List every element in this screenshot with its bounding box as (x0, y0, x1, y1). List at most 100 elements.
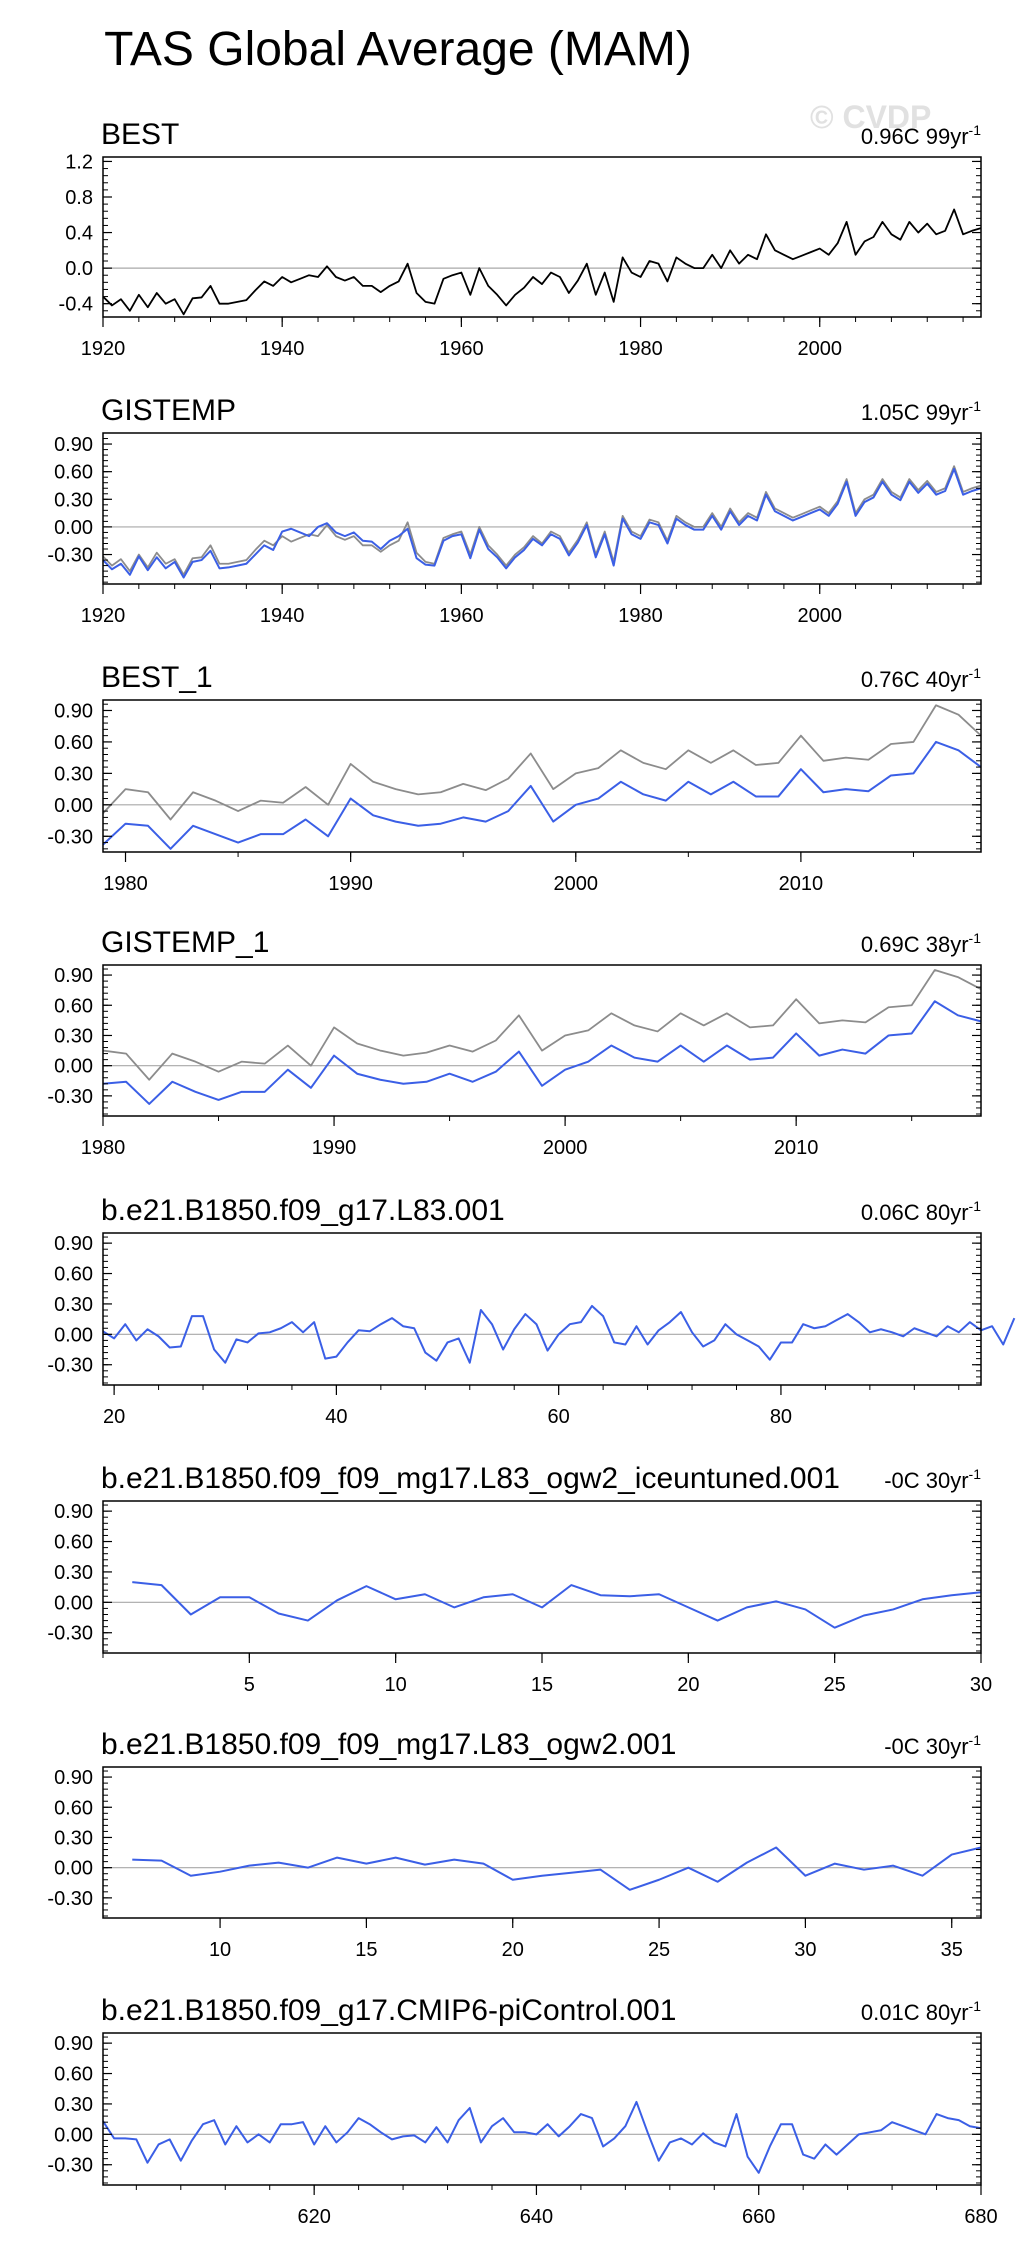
series-line-model (102, 740, 982, 850)
x-tick-label: 40 (325, 1406, 347, 1428)
series-line-model (102, 1000, 982, 1105)
y-tick-label: 0.00 (54, 1056, 93, 1078)
y-tick-label: 0.8 (65, 187, 93, 209)
y-tick-label: 0.30 (54, 2094, 93, 2116)
x-tick-label: 1940 (260, 605, 305, 627)
y-tick-label: 0.60 (54, 1264, 93, 1286)
y-tick-label: -0.30 (47, 1888, 93, 1910)
panel-title: b.e21.B1850.f09_f09_mg17.L83_ogw2.001 (101, 1728, 677, 1761)
panel-trend: 0.69C 38yr-1 (861, 930, 981, 957)
y-tick-label: 0.90 (54, 1767, 93, 1789)
panel-title: b.e21.B1850.f09_f09_mg17.L83_ogw2_iceunt… (101, 1462, 840, 1495)
y-tick-label: -0.4 (59, 294, 93, 316)
y-tick-label: -0.30 (47, 1086, 93, 1108)
panel-title: b.e21.B1850.f09_g17.CMIP6-piControl.001 (101, 1994, 676, 2027)
y-tick-label: 0.90 (54, 434, 93, 456)
x-tick-label: 2000 (797, 605, 842, 627)
plot-frame (102, 1766, 982, 1919)
watermark: © CVDP (810, 99, 931, 135)
chart-panel-2: GISTEMP 1.05C 99yr-1 -0.30 0.00 0.30 0.60 0.90… (47, 394, 982, 627)
x-tick-label: 1960 (439, 605, 484, 627)
x-tick-label: 25 (824, 1674, 846, 1696)
y-tick-label: -0.30 (47, 545, 93, 567)
x-tick-label: 1980 (103, 873, 148, 895)
chart-panel-6: b.e21.B1850.f09_f09_mg17.L83_ogw2_iceunt… (47, 1462, 992, 1696)
x-tick-label: 660 (742, 2206, 775, 2228)
y-tick-label: 0.00 (54, 517, 93, 539)
y-tick-label: 0.30 (54, 1562, 93, 1584)
panel-trend: 0.06C 80yr-1 (861, 1198, 981, 1225)
y-tick-label: 0.90 (54, 2033, 93, 2055)
plot-frame (102, 964, 982, 1117)
y-tick-label: 0.00 (54, 1592, 93, 1614)
y-tick-label: 0.60 (54, 2064, 93, 2086)
x-tick-label: 1920 (81, 338, 126, 360)
panel-trend: 0.76C 40yr-1 (861, 665, 981, 692)
series-line-ref (102, 969, 982, 1081)
x-tick-label: 1980 (618, 338, 663, 360)
series-line-obs (102, 208, 982, 316)
x-tick-label: 1940 (260, 338, 305, 360)
chart-panel-4: GISTEMP_1 0.69C 38yr-1 -0.30 0.00 0.30 0.60 0.… (47, 926, 982, 1159)
panel-trend: 0.96C 99yr-1 (861, 122, 981, 149)
x-tick-label: 620 (297, 2206, 330, 2228)
y-tick-label: 0.90 (54, 965, 93, 987)
y-tick-label: 0.00 (54, 1324, 93, 1346)
x-tick-label: 1990 (312, 1137, 357, 1159)
x-tick-label: 60 (548, 1406, 570, 1428)
x-tick-label: 2010 (779, 873, 824, 895)
y-tick-label: 0.30 (54, 1294, 93, 1316)
y-tick-label: 0.00 (54, 2124, 93, 2146)
x-tick-label: 1920 (81, 605, 126, 627)
x-tick-label: 640 (520, 2206, 553, 2228)
y-tick-label: 0.30 (54, 763, 93, 785)
series-line-model (102, 2100, 982, 2174)
x-tick-label: 1980 (618, 605, 663, 627)
series-line-ref (102, 465, 982, 576)
panel-title: GISTEMP_1 (101, 926, 269, 959)
plot-frame (102, 432, 982, 585)
x-tick-label: 10 (209, 1939, 231, 1961)
x-tick-label: 30 (794, 1939, 816, 1961)
y-tick-label: -0.30 (47, 1355, 93, 1377)
series-line-model (132, 1581, 982, 1629)
x-tick-label: 5 (244, 1674, 255, 1696)
x-tick-label: 35 (941, 1939, 963, 1961)
x-tick-label: 30 (970, 1674, 992, 1696)
y-tick-label: 0.60 (54, 462, 93, 484)
chart-panel-1: BEST 0.96C 99yr-1 -0.4 0.0 0.4 0.8 1.2 1920 1940… (59, 118, 982, 360)
y-tick-label: 0.0 (65, 258, 93, 280)
plot-frame (102, 2032, 982, 2186)
y-tick-label: 0.30 (54, 1025, 93, 1047)
x-tick-label: 1980 (81, 1137, 126, 1159)
y-tick-label: -0.30 (47, 2155, 93, 2177)
panel-title: GISTEMP (101, 394, 236, 427)
panel-trend: 1.05C 99yr-1 (861, 398, 981, 425)
y-tick-label: 1.2 (65, 151, 93, 173)
x-tick-label: 1990 (328, 873, 373, 895)
panel-title: b.e21.B1850.f09_g17.L83.001 (101, 1194, 505, 1227)
y-tick-label: 0.30 (54, 1827, 93, 1849)
x-tick-label: 2000 (543, 1137, 588, 1159)
y-tick-label: 0.60 (54, 995, 93, 1017)
x-tick-label: 25 (648, 1939, 670, 1961)
panels: BEST 0.96C 99yr-1 -0.4 0.0 0.4 0.8 1.2 1920 1940… (47, 118, 1016, 2228)
x-tick-label: 10 (385, 1674, 407, 1696)
x-tick-label: 20 (502, 1939, 524, 1961)
x-tick-label: 15 (355, 1939, 377, 1961)
chart-panel-3: BEST_1 0.76C 40yr-1 -0.30 0.00 0.30 0.60 0.90 1… (47, 661, 982, 895)
y-tick-label: -0.30 (47, 1623, 93, 1645)
y-tick-label: 0.00 (54, 1858, 93, 1880)
chart-panel-8: b.e21.B1850.f09_g17.CMIP6-piControl.001 0… (47, 1994, 997, 2228)
y-tick-label: 0.30 (54, 489, 93, 511)
x-tick-label: 80 (770, 1406, 792, 1428)
plot-frame (102, 156, 982, 318)
y-tick-label: 0.90 (54, 1501, 93, 1523)
y-tick-label: -0.30 (47, 826, 93, 848)
figure-title: TAS Global Average (MAM) (104, 23, 692, 76)
plot-frame (102, 1232, 982, 1386)
panel-trend: -0C 30yr-1 (884, 1466, 981, 1493)
series-line-ref (102, 704, 982, 821)
chart-panel-5: b.e21.B1850.f09_g17.L83.001 0.06C 80yr-1 -… (47, 1194, 1016, 1428)
